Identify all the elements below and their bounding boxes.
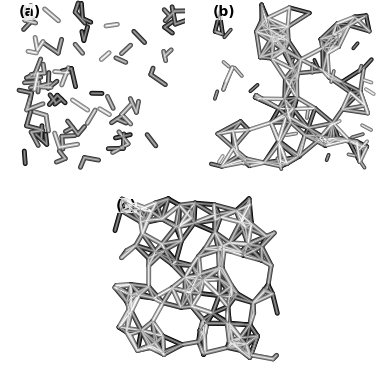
- Text: (a): (a): [18, 5, 41, 19]
- Text: (c): (c): [116, 199, 136, 213]
- Text: (b): (b): [212, 5, 235, 19]
